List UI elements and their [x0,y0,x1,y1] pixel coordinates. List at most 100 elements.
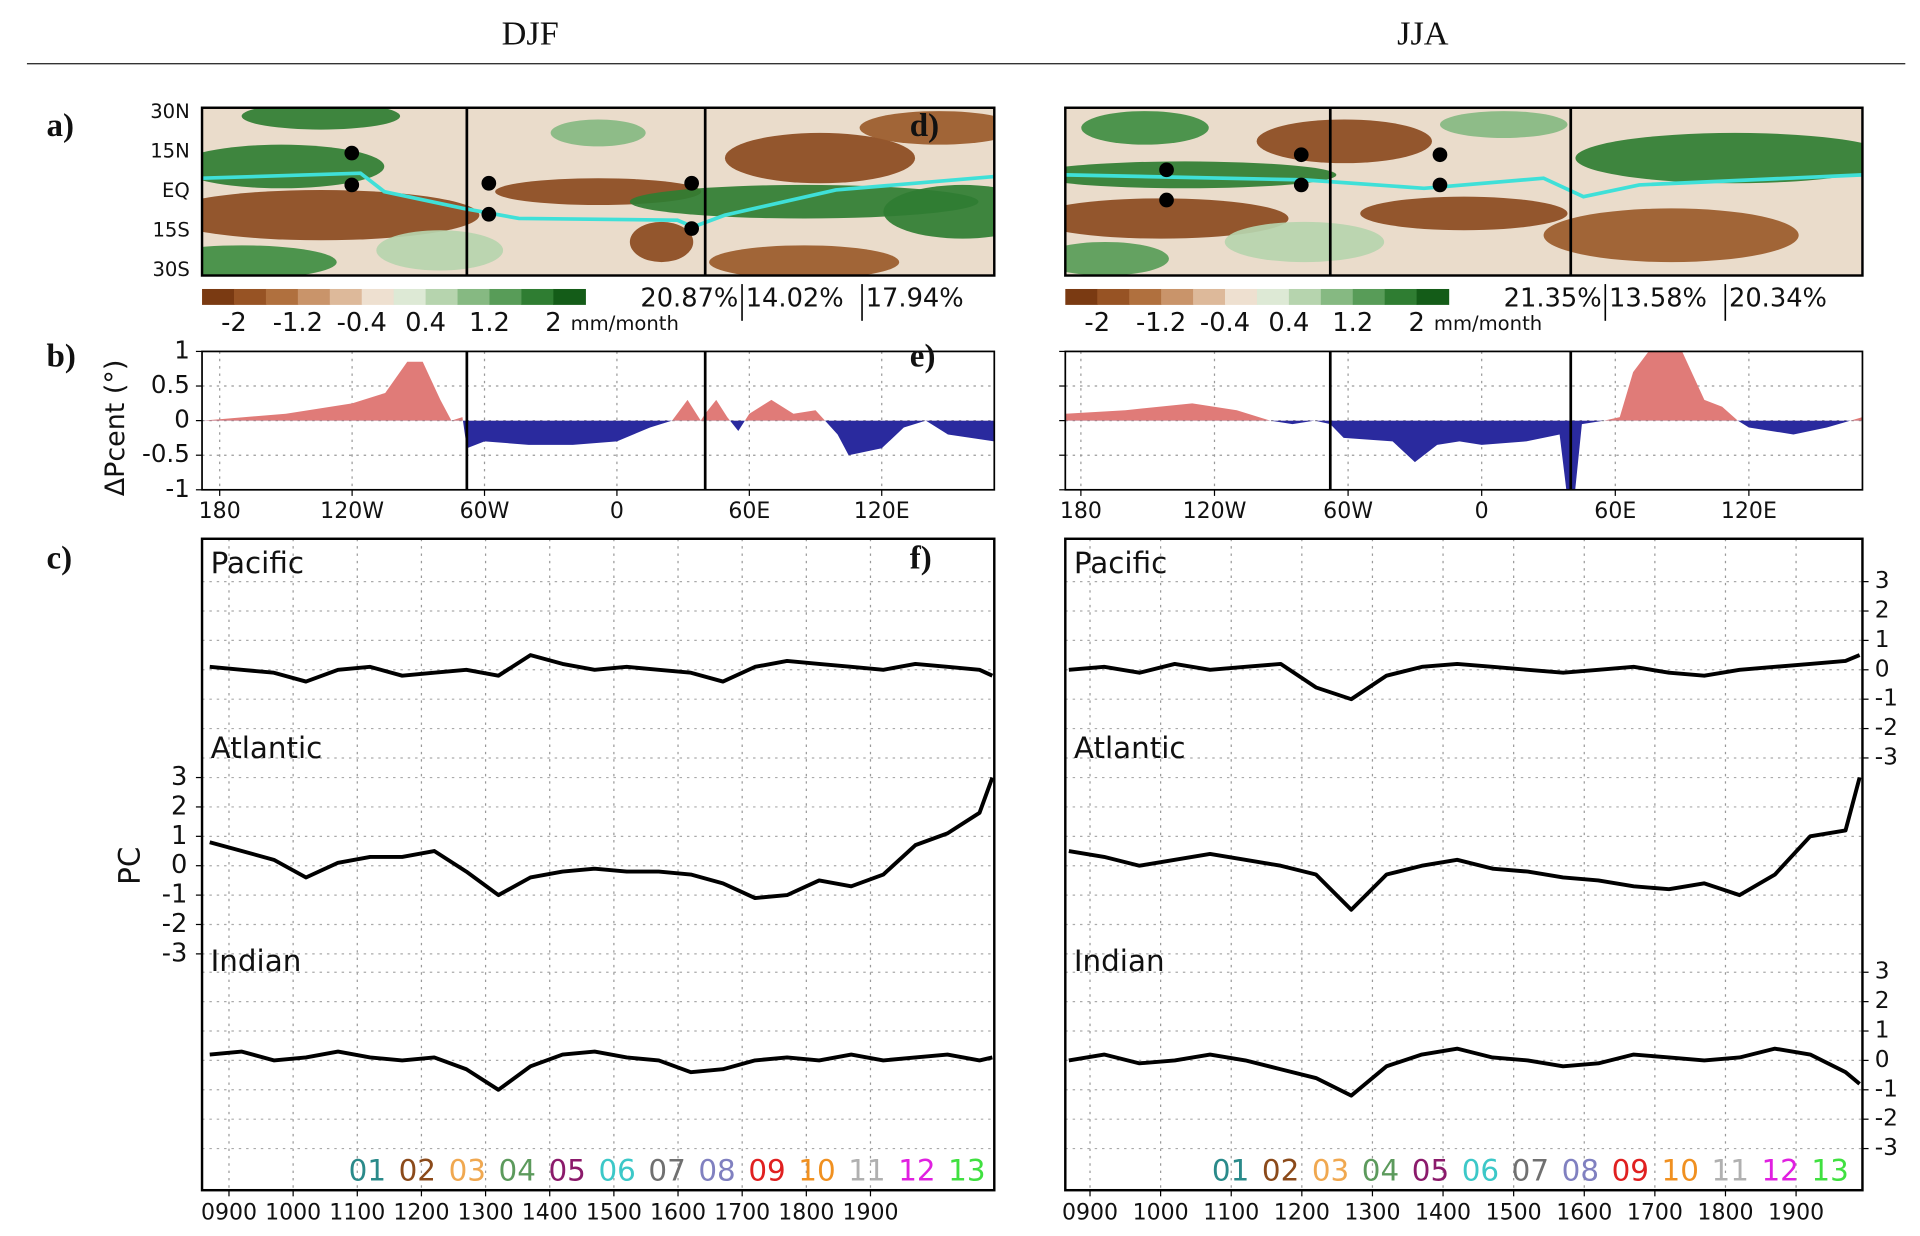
colorbar-tick-label: 0.4 [405,308,446,338]
column-header: DJF [502,15,559,53]
lat-label: EQ [162,179,190,202]
y-tick-label: -2 [162,909,188,939]
mean-line [209,653,994,684]
x-tick-label: 1000 [1133,1200,1189,1225]
y-tick-label: 2 [171,791,187,821]
legend-entry: 05 [1412,1153,1449,1187]
colorbar-tick-label: -2 [1084,308,1110,338]
colorbar-swatch [361,288,395,305]
colorbar-swatch [553,288,586,305]
precip-anomaly [709,245,900,276]
positive-area [202,361,995,421]
x-tick-label: 1200 [393,1200,449,1225]
precip-anomaly [1439,111,1568,138]
precip-anomaly [629,221,694,263]
colorbar-tick-label: 0.4 [1268,308,1309,338]
x-tick-label: 120E [1721,499,1777,524]
legend-entry: 10 [1662,1153,1699,1187]
x-tick-label: 1600 [650,1200,706,1225]
lat-label: 30N [150,100,190,123]
legend-entry: 02 [1262,1153,1299,1187]
mean-line [209,776,995,900]
colorbar-tick-label: 1.2 [469,308,510,338]
x-tick-label: 1100 [1203,1200,1259,1225]
colorbar-tick-label: -1.2 [273,308,323,338]
negative-area [202,420,995,456]
y-tick-label: 3 [1875,958,1890,985]
x-tick-label: 180 [1060,499,1102,524]
colorbar-swatch [393,288,427,305]
legend-entry: 01 [1212,1153,1249,1187]
panel-label: a) [47,108,75,144]
basin-label: Pacific [211,546,304,580]
station-dot [1293,147,1309,163]
colorbar-swatch [1416,288,1450,305]
legend-entry: 03 [449,1153,486,1187]
precip-anomaly [724,132,916,184]
y-tick-label: 0 [1875,1046,1890,1073]
plot-frame [1064,350,1864,491]
map-frame [200,106,996,277]
station-dot [684,175,699,191]
y-axis-label: ΔPcent (°) [100,360,131,497]
colorbar-swatch [1256,288,1290,305]
y-tick-label: 3 [1875,567,1890,594]
y-tick-label: 1 [174,335,190,364]
basin-label: Atlantic [211,731,323,765]
legend-entry: 12 [1761,1153,1798,1187]
colorbar-swatch [1288,288,1322,305]
y-tick-label: -1 [1875,1075,1898,1102]
x-tick-label: 1100 [329,1200,385,1225]
colorbar-swatch [265,288,299,305]
station-dot [1432,147,1448,163]
legend-entry: 12 [898,1153,935,1187]
x-tick-label: 1200 [1274,1200,1330,1225]
precip-anomaly [1081,111,1209,145]
colorbar-swatch [521,288,554,305]
explained-variance: 17.94% [866,283,964,313]
colorbar-unit: mm/month [1434,312,1542,335]
y-tick-label: 2 [1875,597,1890,624]
positive-area [1065,351,1863,421]
colorbar-swatch [202,288,235,305]
explained-variance: 13.58% [1609,283,1707,313]
y-tick-label: 0 [171,850,187,880]
legend-entry: 07 [648,1153,685,1187]
colorbar-tick-label: -0.4 [1200,308,1250,338]
y-tick-label: -1 [162,880,188,910]
y-tick-label: 0 [174,405,190,434]
precip-anomaly [1360,196,1568,231]
panel-label: c) [47,540,73,576]
x-tick-label: 0 [1475,499,1489,524]
y-tick-label: -1 [1875,685,1898,712]
map-frame [1064,106,1864,277]
map-field [202,107,995,276]
station-dot [1159,192,1174,208]
colorbar-unit: mm/month [571,312,679,335]
x-tick-label: 1400 [1415,1200,1471,1225]
legend-entry: 01 [349,1153,386,1187]
colorbar-tick-label: -2 [221,308,247,338]
legend-entry: 11 [1712,1153,1749,1187]
colorbar-swatch [1352,288,1386,305]
legend-entry: 13 [1811,1153,1848,1187]
station-dot [1293,177,1309,193]
x-tick-label: 1700 [714,1200,770,1225]
precip-anomaly [1065,198,1289,239]
x-tick-label: 1400 [522,1200,578,1225]
colorbar-tick-label: 2 [1408,308,1424,338]
x-tick-label: 120W [1183,499,1247,524]
station-dot [1159,162,1174,178]
colorbar-swatch [1097,288,1130,305]
precip-anomaly [1065,161,1337,189]
x-tick-label: 1800 [778,1200,834,1225]
precip-anomaly [1224,221,1385,263]
map-field [1065,107,1863,276]
x-tick-label: 1500 [1486,1200,1542,1225]
legend-entry: 11 [848,1153,885,1187]
y-tick-label: -3 [1875,1134,1898,1161]
basin-label: Pacific [1074,546,1167,580]
legend-entry: 10 [798,1153,835,1187]
explained-variance: 21.35% [1504,283,1602,313]
x-tick-label: 1300 [458,1200,514,1225]
